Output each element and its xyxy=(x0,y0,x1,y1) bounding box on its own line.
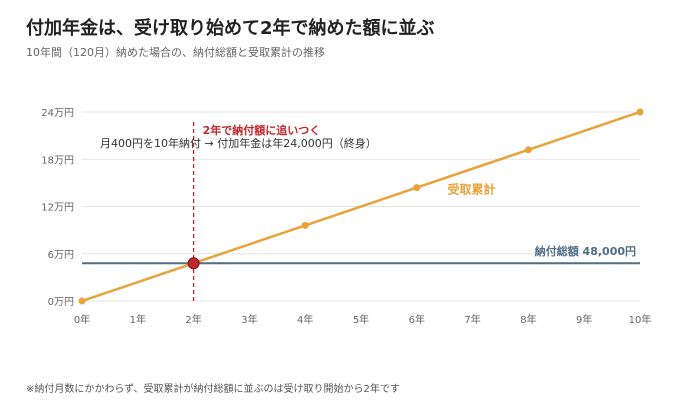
y-tick-label: 12万円 xyxy=(41,203,74,214)
y-tick-label: 6万円 xyxy=(48,250,74,261)
received-data-point xyxy=(413,184,421,192)
received-data-point xyxy=(78,297,86,305)
chart-subtitle: 10年間（120月）納めた場合の、納付総額と受取累計の推移 xyxy=(26,46,325,59)
received-data-point xyxy=(301,221,309,229)
x-tick-label: 6年 xyxy=(409,313,425,326)
x-tick-label: 2年 xyxy=(185,313,201,326)
x-tick-label: 0年 xyxy=(74,313,90,326)
y-tick-label: 0万円 xyxy=(48,297,74,308)
pension-note: 月400円を10年納付 → 付加年金は年24,000円（終身） xyxy=(100,136,377,150)
y-axis-ticks: 0万円 6万円 12万円 18万円 24万円 xyxy=(41,108,74,308)
data-points xyxy=(78,108,644,305)
x-tick-label: 9年 xyxy=(576,313,592,326)
y-tick-label: 18万円 xyxy=(41,155,74,166)
x-tick-label: 7年 xyxy=(464,313,480,326)
received-cumulative-line xyxy=(81,110,641,303)
received-series-label: 受取累計 xyxy=(447,181,495,196)
series-lines xyxy=(81,110,641,303)
y-tick-label: 24万円 xyxy=(41,108,74,119)
received-data-point xyxy=(636,108,644,116)
x-tick-label: 1年 xyxy=(130,313,146,326)
received-data-point xyxy=(524,146,532,154)
x-tick-label: 10年 xyxy=(629,313,652,326)
crossover-marker xyxy=(187,257,200,270)
x-tick-label: 5年 xyxy=(353,313,369,326)
paid-series-label: 納付総額 48,000円 xyxy=(535,244,636,258)
chart-title: 付加年金は、受け取り始めて2年で納めた額に並ぶ xyxy=(26,18,435,39)
crossover-label: 2年で納付額に追いつく xyxy=(203,123,321,137)
footnote: ※納付月数にかかわらず、受取累計が納付総額に並ぶのは受け取り開始から2年です xyxy=(26,384,400,395)
x-tick-label: 3年 xyxy=(241,313,257,326)
x-tick-label: 8年 xyxy=(520,313,536,326)
x-axis-ticks: 0年 1年 2年 3年 4年 5年 6年 7年 8年 9年 10年 xyxy=(74,313,652,326)
x-tick-label: 4年 xyxy=(297,313,313,326)
